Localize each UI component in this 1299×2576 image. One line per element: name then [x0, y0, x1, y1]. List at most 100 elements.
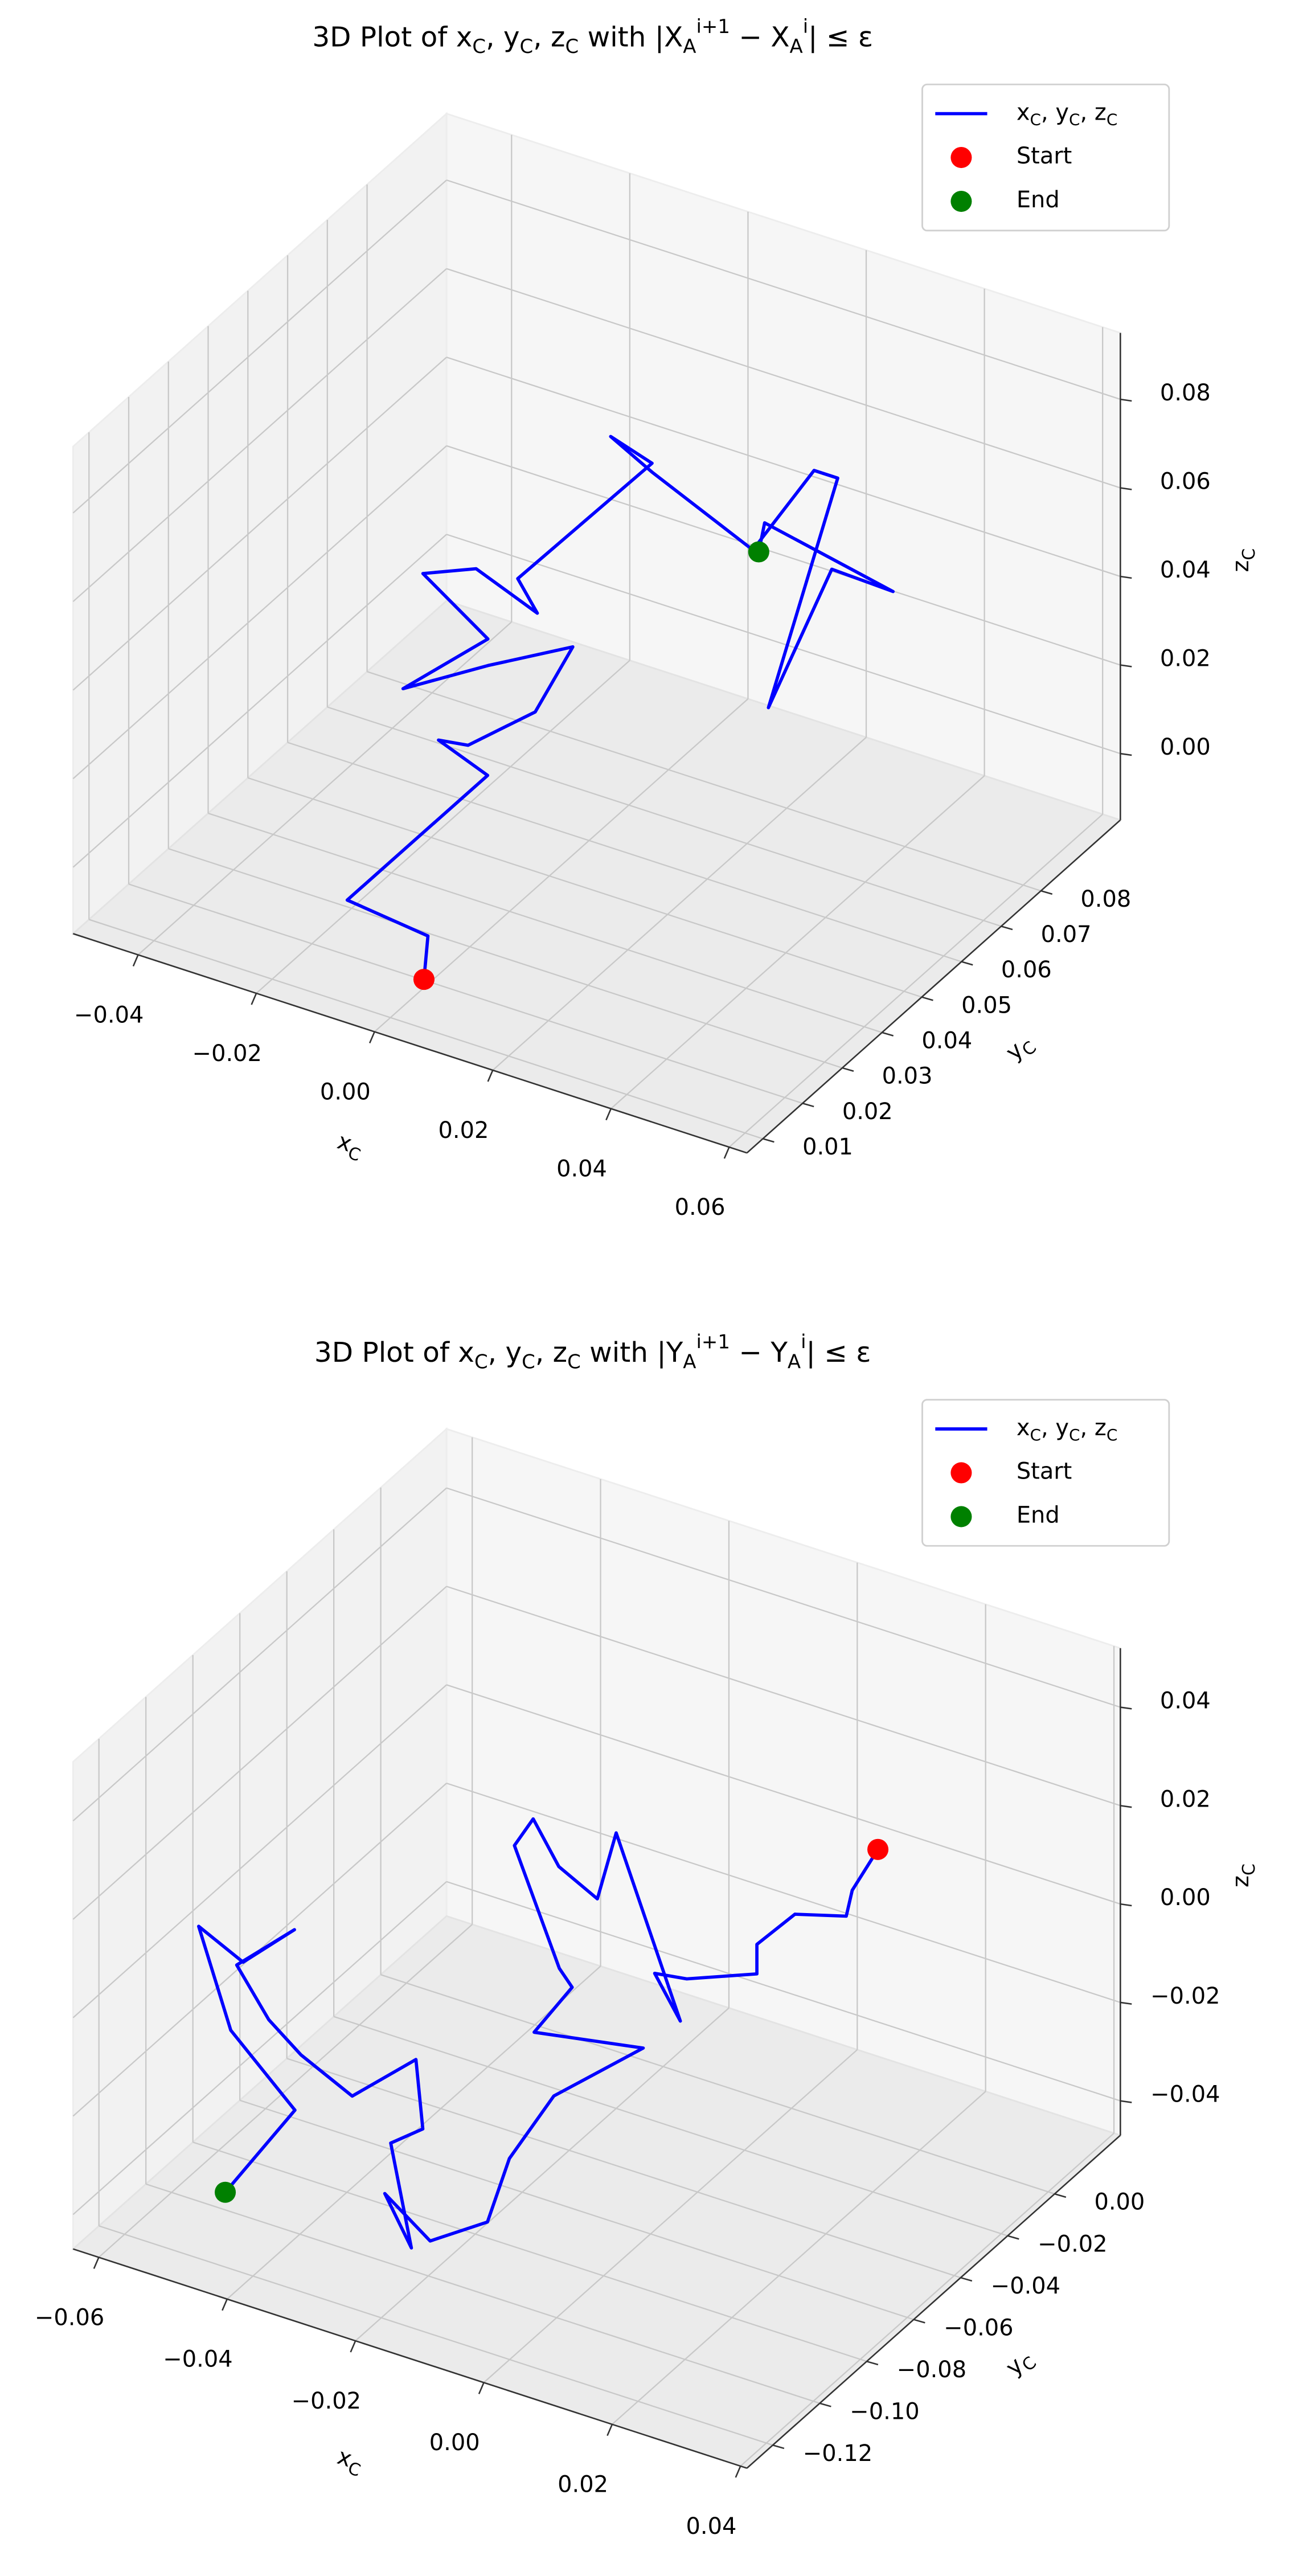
grid-line	[99, 2225, 773, 2446]
x-tick	[478, 2382, 485, 2394]
grid-line	[446, 1586, 1121, 1807]
z-tick-label: 0.06	[1160, 469, 1211, 495]
grid-line	[72, 357, 447, 691]
grid-line	[72, 1586, 447, 1920]
z-tick	[1120, 1903, 1132, 1907]
grid-line	[446, 1881, 1121, 2102]
x-tick	[93, 2256, 100, 2269]
data-marker	[215, 2181, 236, 2203]
y-tick	[921, 996, 933, 1001]
y-tick-label: 0.03	[882, 1063, 933, 1090]
z-tick-label: 0.02	[1160, 646, 1211, 672]
x-tick-label: 0.02	[558, 2472, 608, 2498]
x-tick	[251, 993, 257, 1005]
z-axis-label: zC	[1228, 1864, 1259, 1887]
grid-line	[446, 1684, 1121, 1905]
data-marker	[867, 1838, 889, 1860]
grid-line	[72, 534, 447, 868]
legend-box	[921, 1399, 1170, 1547]
x-axis	[72, 2248, 747, 2469]
legend-marker	[950, 1462, 972, 1484]
legend-marker	[950, 147, 972, 169]
z-tick	[1120, 2100, 1132, 2103]
y-tick-label: 0.05	[961, 992, 1012, 1018]
grid-line	[610, 775, 985, 1109]
y-tick	[763, 1138, 775, 1143]
y-tick	[961, 961, 973, 966]
z-tick-label: 0.08	[1160, 380, 1211, 406]
z-tick	[1120, 752, 1132, 756]
legend-box	[921, 83, 1170, 232]
z-tick-label: 0.04	[1160, 1688, 1211, 1714]
z-tick	[1120, 664, 1132, 667]
grid-line	[72, 445, 447, 780]
y-tick-label: 0.06	[1001, 957, 1052, 983]
grid-line	[446, 268, 1121, 489]
x-tick-label: 0.04	[556, 1156, 607, 1182]
data-marker	[748, 541, 769, 563]
grid-line	[88, 919, 763, 1140]
legend-label: Start	[1017, 1458, 1072, 1484]
y-tick-label: −0.04	[991, 2273, 1060, 2299]
legend-marker	[950, 1506, 972, 1527]
grid-line	[492, 736, 867, 1071]
chart-title: 3D Plot of xC, yC, zC with |XAi+1 − XAi|…	[312, 15, 873, 58]
y-tick-label: 0.01	[802, 1134, 853, 1160]
grid-line	[446, 534, 1121, 755]
y-tick	[1001, 925, 1013, 931]
legend-label: End	[1017, 1502, 1060, 1528]
y-tick	[819, 2402, 831, 2407]
y-tick-label: −0.06	[944, 2315, 1013, 2341]
z-tick	[1120, 1706, 1132, 1710]
y-tick-label: −0.10	[850, 2398, 919, 2425]
z-tick-label: 0.04	[1160, 557, 1211, 583]
y-tick	[866, 2360, 879, 2366]
legend-label: Start	[1017, 143, 1072, 169]
chart: −0.04 −0.02 0.00 0.02 0.04 0.06 0.01 0.02 0.03 0.…	[71, 15, 1259, 1221]
grid-line	[256, 660, 630, 994]
z-tick-label: −0.02	[1150, 1983, 1220, 2009]
y-tick	[913, 2319, 925, 2324]
grid-line	[98, 1924, 473, 2258]
z-tick	[1120, 2001, 1132, 2005]
z-tick-label: 0.00	[1160, 1885, 1211, 1911]
y-tick	[882, 1031, 894, 1037]
grid-line	[72, 1487, 447, 1821]
y-tick	[1054, 2193, 1067, 2198]
grid-line	[128, 883, 803, 1104]
grid-line	[72, 1684, 447, 2018]
x-tick	[222, 2299, 228, 2311]
grid-line	[612, 2091, 986, 2425]
x-axis-label: xC	[333, 1128, 366, 1165]
grid-line	[728, 813, 1103, 1148]
z-tick	[1120, 575, 1132, 579]
x-tick-label: −0.02	[192, 1041, 262, 1067]
x-axis-label: xC	[333, 2443, 366, 2481]
legend-label: xC, yC, zC	[1017, 1414, 1117, 1444]
grid-line	[333, 2016, 1008, 2237]
data-line	[345, 435, 895, 980]
grid-line	[72, 268, 447, 603]
grid-line	[380, 1974, 1055, 2195]
y-tick-label: −0.02	[1038, 2231, 1107, 2257]
z-axis-label: zC	[1228, 548, 1259, 572]
z-tick	[1120, 1805, 1132, 1808]
y-tick-label: 0.08	[1080, 886, 1131, 912]
grid-line	[192, 2141, 867, 2362]
y-tick-label: −0.12	[803, 2440, 872, 2467]
grid-line	[247, 777, 922, 998]
x-tick	[132, 955, 139, 966]
grid-line	[287, 742, 962, 963]
grid-line	[446, 357, 1121, 578]
grid-line	[446, 445, 1121, 666]
x-tick-label: 0.00	[429, 2430, 480, 2456]
y-tick	[1007, 2235, 1019, 2240]
grid-line	[740, 2132, 1114, 2467]
x-tick	[605, 1108, 612, 1121]
z-tick	[1120, 398, 1132, 402]
legend-label: xC, yC, zC	[1017, 99, 1117, 129]
grid-line	[483, 2049, 858, 2383]
y-tick-label: 0.02	[842, 1099, 893, 1125]
data-marker	[413, 969, 435, 990]
